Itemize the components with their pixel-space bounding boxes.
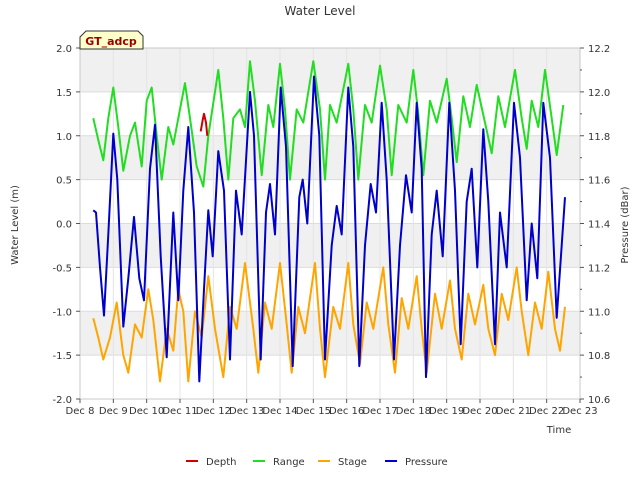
legend-label-stage: Stage [338,457,367,468]
left-y-axis-ticks: 2.0 1.5 1.0 0.5 0.0 -0.5 -1.0 -1.5 -2.0 [52,44,80,406]
right-y-tick-label: 10.8 [588,351,610,362]
site-label-background [79,30,144,50]
left-y-tick-label: 0.5 [56,176,72,187]
legend-label-pressure: Pressure [405,457,448,468]
right-y-tick-label: 11.4 [588,220,610,231]
x-axis-label: Time [546,425,571,436]
x-tick-label: Dec 18 [396,406,431,417]
right-y-tick-label: 11.6 [588,176,610,187]
right-y-axis-ticks: 12.2 12.0 11.8 11.6 11.4 11.2 11.0 10.8 10.6 [580,44,610,406]
left-y-tick-label: 1.5 [56,88,72,99]
x-tick-label: Dec 20 [462,406,497,417]
x-tick-label: Dec 11 [162,406,197,417]
left-y-tick-label: -0.5 [52,263,72,274]
left-y-tick-label: 1.0 [56,132,72,143]
x-tick-label: Dec 19 [429,406,464,417]
legend: Depth Range Stage Pressure [186,457,448,468]
series-line-stage [92,262,566,383]
x-tick-label: Dec 10 [129,406,164,417]
x-tick-label: Dec 15 [296,406,331,417]
chart-title: Water Level [285,4,356,18]
left-y-tick-label: 0.0 [56,220,72,231]
right-y-tick-label: 10.6 [588,395,610,406]
plot-band [80,355,580,399]
left-y-tick-label: 2.0 [56,44,72,55]
left-y-tick-label: -2.0 [52,395,72,406]
legend-label-range: Range [273,457,305,468]
left-y-tick-label: -1.0 [52,307,72,318]
x-tick-label: Dec 9 [99,406,128,417]
right-y-tick-label: 11.8 [588,132,610,143]
right-y-axis-label: Pressure (dBar) [620,186,631,263]
x-tick-label: Dec 23 [562,406,597,417]
plot-band [80,48,580,92]
x-tick-label: Dec 12 [196,406,231,417]
right-y-tick-label: 11.0 [588,307,610,318]
right-y-tick-label: 11.2 [588,263,610,274]
x-tick-label: Dec 21 [496,406,531,417]
series-line-range [92,60,565,188]
x-tick-label: Dec 14 [262,406,297,417]
right-y-tick-label: 12.0 [588,88,610,99]
site-label-box: GT_adcp [79,30,144,50]
right-y-tick-label: 12.2 [588,44,610,55]
series-line-pressure [92,75,566,383]
left-y-tick-label: -1.5 [52,351,72,362]
series-lines [92,60,566,383]
x-tick-label: Dec 17 [362,406,397,417]
x-tick-label: Dec 16 [329,406,364,417]
series-line-depth [199,112,209,136]
legend-label-depth: Depth [206,457,236,468]
x-tick-label: Dec 8 [66,406,95,417]
x-tick-label: Dec 22 [529,406,564,417]
left-y-axis-label: Water Level (m) [10,185,21,265]
plot-band [80,179,580,224]
x-tick-label: Dec 13 [229,406,264,417]
site-label: GT_adcp [85,35,137,48]
